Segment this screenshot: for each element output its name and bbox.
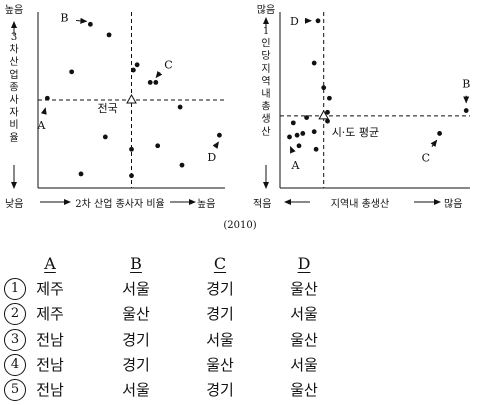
- choice-cell-d: 울산: [290, 280, 318, 298]
- data-point: [179, 162, 185, 168]
- data-point: [87, 21, 93, 27]
- data-point: [325, 118, 330, 124]
- choice-row-1[interactable]: 1 제주 서울 경기 울산: [0, 277, 479, 303]
- choice-cell-b: 경기: [122, 356, 150, 374]
- data-point: [304, 115, 309, 120]
- data-point: [437, 131, 442, 136]
- choice-cell-d: 서울: [290, 305, 318, 323]
- point-label-b: B: [462, 78, 470, 91]
- reference-marker: [318, 109, 330, 120]
- x-low-label: 낮음: [5, 198, 23, 210]
- data-point: [313, 146, 319, 152]
- data-point: [327, 95, 332, 101]
- data-point: [130, 67, 136, 73]
- data-point: [129, 173, 134, 179]
- data-point: [463, 108, 469, 113]
- x-axis-label: 2차 산업 종사자 비율: [75, 197, 165, 210]
- choice-cell-b: 서울: [122, 280, 150, 298]
- header-c: C: [213, 254, 227, 273]
- data-point: [44, 95, 50, 101]
- choice-cell-d: 서울: [290, 356, 318, 374]
- y-high-label: 많음: [257, 4, 275, 16]
- point-label-arrow: [155, 70, 163, 79]
- data-point: [325, 109, 330, 115]
- choice-number: 4: [4, 354, 26, 376]
- data-point: [129, 146, 134, 152]
- data-point: [177, 104, 183, 110]
- data-point: [290, 120, 296, 126]
- choice-cell-a: 전남: [36, 381, 64, 399]
- header-d: D: [297, 254, 311, 273]
- reference-label: 시·도 평균: [332, 126, 379, 139]
- x-axis-label: 지역내 총생산: [331, 198, 389, 210]
- choice-cell-c: 경기: [206, 280, 234, 298]
- data-point: [216, 132, 222, 138]
- choice-cell-a: 전남: [36, 356, 64, 374]
- choice-cell-d: 울산: [290, 331, 318, 349]
- choice-number: 1: [4, 278, 26, 300]
- header-a: A: [44, 254, 56, 273]
- point-label-a: A: [36, 119, 46, 132]
- data-point: [106, 32, 112, 38]
- answer-choices: A B C D 1 제주 서울 경기 울산 2 제주 울산 경기 서울 3 전남…: [0, 250, 479, 401]
- x-high-label: 높음: [197, 198, 215, 210]
- point-label-d: D: [207, 151, 216, 164]
- point-label-arrow: [40, 107, 47, 115]
- choice-number: 5: [4, 379, 26, 401]
- data-point: [69, 69, 75, 75]
- data-point: [300, 131, 306, 136]
- choice-cell-b: 서울: [122, 381, 150, 399]
- choice-number: 2: [4, 303, 26, 325]
- data-point: [287, 134, 292, 140]
- data-point: [153, 80, 159, 85]
- choice-row-3[interactable]: 3 전남 경기 서울 울산: [0, 328, 479, 354]
- data-point: [102, 134, 108, 140]
- choice-cell-c: 경기: [206, 305, 234, 323]
- data-point: [134, 62, 140, 68]
- point-label-arrow: [212, 141, 219, 149]
- choice-cell-a: 전남: [36, 331, 64, 349]
- point-label-a: A: [291, 159, 301, 172]
- data-point: [296, 143, 302, 149]
- year-note: (2010): [223, 220, 256, 231]
- choice-cell-a: 제주: [36, 280, 64, 298]
- choice-cell-c: 서울: [206, 331, 234, 349]
- choice-number: 3: [4, 329, 26, 351]
- choice-cell-b: 경기: [122, 331, 150, 349]
- choice-row-2[interactable]: 2 제주 울산 경기 서울: [0, 302, 479, 328]
- data-point: [321, 85, 327, 91]
- x-low-label: 적음: [253, 198, 271, 210]
- point-label-c: C: [422, 151, 430, 164]
- point-label-c: C: [164, 58, 172, 71]
- header-b: B: [130, 254, 142, 273]
- data-point: [311, 129, 317, 135]
- x-high-label: 많음: [444, 198, 462, 210]
- choice-cell-c: 경기: [206, 381, 234, 399]
- point-label-arrow: [290, 146, 296, 154]
- point-label-b: B: [60, 11, 68, 24]
- reference-marker: [126, 93, 137, 104]
- point-label-d: D: [290, 15, 299, 28]
- choice-cell-b: 울산: [122, 305, 150, 323]
- y-high-label: 높음: [5, 4, 23, 16]
- choice-cell-c: 울산: [206, 356, 234, 374]
- point-label-arrow: [76, 17, 88, 24]
- data-point: [311, 60, 317, 66]
- choice-row-4[interactable]: 4 전남 경기 울산 서울: [0, 353, 479, 379]
- choice-cell-d: 울산: [290, 381, 318, 399]
- data-point: [315, 18, 321, 24]
- data-point: [78, 171, 84, 177]
- reference-label: 전국: [98, 102, 118, 115]
- choice-row-5[interactable]: 5 전남 서울 경기 울산: [0, 378, 479, 404]
- choice-cell-a: 제주: [36, 305, 64, 323]
- data-point: [155, 143, 161, 149]
- data-point: [147, 80, 153, 85]
- point-label-arrow: [430, 139, 438, 148]
- data-point: [294, 132, 300, 138]
